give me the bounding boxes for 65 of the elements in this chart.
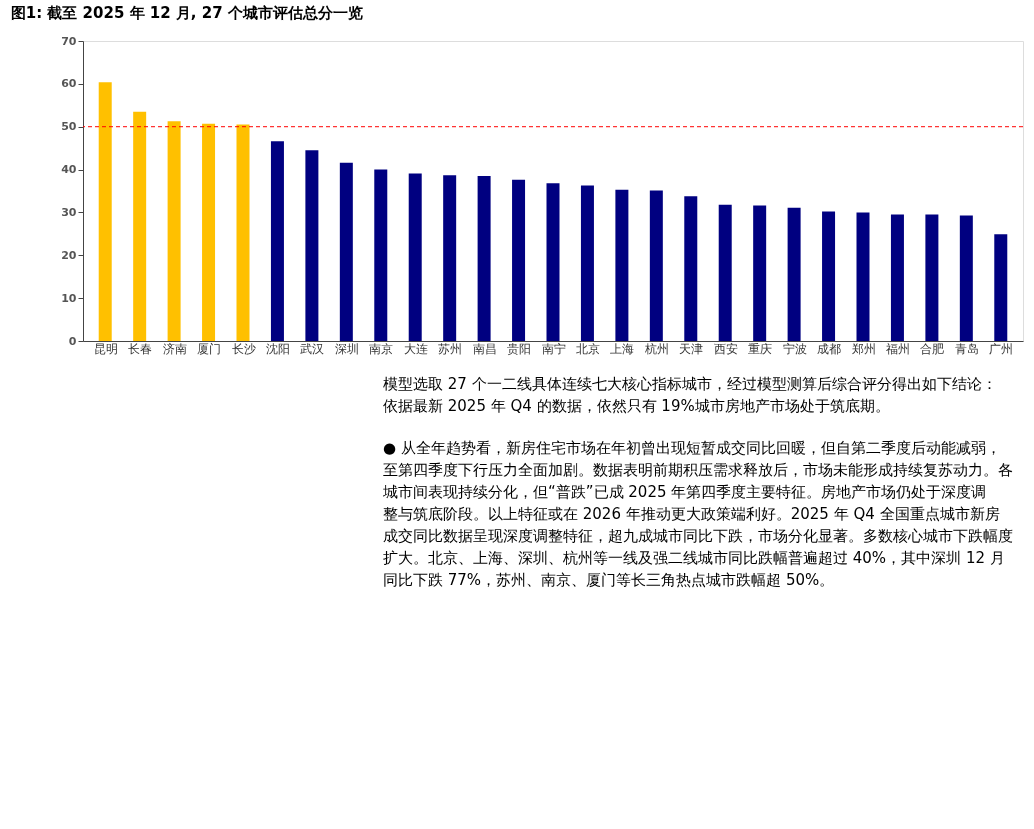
x-tick-label: 上海 <box>610 341 635 356</box>
bar <box>374 169 388 341</box>
bar <box>959 215 973 341</box>
text: 模型选取 27 个一二线具体连续七大核心指标城市，经过模型测算后综合评分得出如下结论：依据最新 2025 年 Q4 的数据，依然只有 19%城市房地产市场处于筑底期。 <box>383 375 997 415</box>
bar <box>856 212 870 341</box>
bar <box>512 179 526 341</box>
bar <box>925 214 939 341</box>
y-tick-label: 40 <box>61 163 77 177</box>
x-tick-label: 成都 <box>817 341 842 356</box>
x-tick-label: 武汉 <box>300 341 325 356</box>
y-tick-label: 60 <box>61 77 77 91</box>
bar <box>684 196 698 341</box>
x-tick-label: 南宁 <box>541 341 566 356</box>
x-tick-label: 长春 <box>128 341 153 356</box>
text: ● 从全年趋势看，新房住宅市场在年初曾出现短暂成交同比回暖，但自第二季度后动能减弱，至第四季度下行压力全面加剧。数据表明前期积压需求释放后，市场未能形成持续复苏动力。各城市间表现持续分化，但“普跌”已成 2025 年第四季度主要特征。房地产市场仍处于深度调整与筑底阶段。以上特征或在 2026 年推动更大政策端利好。2025 年 Q4 全国重点城市新房成交同比数据呈现深度调整特征，超九成城市同比下跌，市场分化显著。多数核心城市下跌幅度扩大。北京、上海、深圳、杭州等一线及强二线城市同比跌幅普遍超过 40%，其中深圳 12 月同比下跌 77%，苏州、南京、厦门等长三角热点城市跌幅超 50%。 <box>382 439 1013 589</box>
x-tick-label: 西安 <box>713 341 738 356</box>
bar <box>546 183 560 341</box>
bar <box>167 121 181 341</box>
bar <box>580 185 594 341</box>
bar <box>236 124 250 341</box>
x-tick-label: 郑州 <box>851 341 876 356</box>
bar <box>270 141 284 341</box>
x-tick-label: 深圳 <box>334 341 359 356</box>
bar <box>718 204 732 341</box>
chart-title: 图1: 截至 2025 年 12 月, 27 个城市评估总分一览 <box>10 4 363 22</box>
x-tick-label: 广州 <box>989 341 1014 356</box>
x-tick-label: 贵阳 <box>507 341 532 356</box>
x-tick-label: 天津 <box>679 341 704 356</box>
bar <box>305 150 319 341</box>
x-tick-label: 青岛 <box>954 341 979 356</box>
x-tick-label: 宁波 <box>782 341 807 356</box>
x-tick-label: 合肥 <box>920 341 945 356</box>
bar <box>890 214 904 341</box>
bar <box>133 111 147 341</box>
x-tick-label: 昆明 <box>93 341 118 356</box>
x-tick-label: 杭州 <box>643 341 669 356</box>
bar <box>753 205 767 341</box>
bar <box>649 190 663 341</box>
bar <box>994 234 1008 341</box>
bar <box>98 82 112 341</box>
bar <box>202 123 216 341</box>
x-tick-label: 北京 <box>575 341 600 356</box>
y-tick-label: 30 <box>61 205 77 219</box>
x-tick-label: 济南 <box>162 341 187 356</box>
x-tick-label: 沈阳 <box>265 341 290 356</box>
bar <box>615 189 629 341</box>
y-tick-label: 20 <box>61 248 77 262</box>
bar <box>787 207 801 341</box>
bar <box>339 162 353 341</box>
bar <box>408 173 422 341</box>
x-tick-label: 福州 <box>885 341 910 356</box>
bar <box>477 176 491 341</box>
bar <box>443 175 457 341</box>
x-tick-label: 大连 <box>403 341 428 356</box>
y-tick-label: 50 <box>61 120 77 134</box>
y-tick-label: 10 <box>61 291 77 305</box>
x-tick-label: 厦门 <box>197 341 222 356</box>
x-tick-label: 重庆 <box>748 341 773 356</box>
x-tick-label: 南昌 <box>472 341 497 356</box>
x-tick-label: 南京 <box>369 341 394 356</box>
bar <box>822 211 836 341</box>
y-tick-label: 70 <box>61 34 77 48</box>
x-tick-label: 长沙 <box>231 341 256 356</box>
x-tick-label: 苏州 <box>438 341 463 356</box>
y-tick-label: 0 <box>68 334 77 348</box>
